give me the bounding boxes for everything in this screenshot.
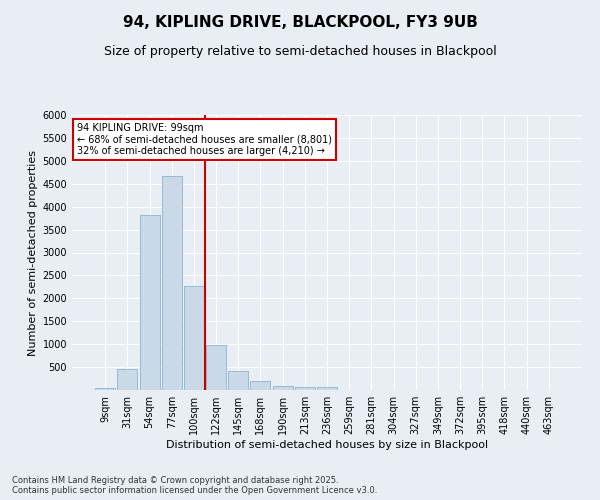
Bar — [140, 215, 160, 390]
Text: Size of property relative to semi-detached houses in Blackpool: Size of property relative to semi-detach… — [104, 45, 496, 58]
Y-axis label: Number of semi-detached properties: Number of semi-detached properties — [28, 150, 38, 356]
Text: 94 KIPLING DRIVE: 99sqm
← 68% of semi-detached houses are smaller (8,801)
32% of: 94 KIPLING DRIVE: 99sqm ← 68% of semi-de… — [77, 123, 332, 156]
X-axis label: Distribution of semi-detached houses by size in Blackpool: Distribution of semi-detached houses by … — [166, 440, 488, 450]
Bar — [184, 286, 204, 390]
Bar — [272, 386, 293, 390]
Bar — [95, 388, 115, 390]
Text: Contains HM Land Registry data © Crown copyright and database right 2025.
Contai: Contains HM Land Registry data © Crown c… — [12, 476, 377, 495]
Bar — [228, 371, 248, 390]
Bar — [317, 387, 337, 390]
Bar — [295, 387, 315, 390]
Text: 94, KIPLING DRIVE, BLACKPOOL, FY3 9UB: 94, KIPLING DRIVE, BLACKPOOL, FY3 9UB — [122, 15, 478, 30]
Bar — [250, 382, 271, 390]
Bar — [118, 370, 137, 390]
Bar — [162, 176, 182, 390]
Bar — [206, 344, 226, 390]
